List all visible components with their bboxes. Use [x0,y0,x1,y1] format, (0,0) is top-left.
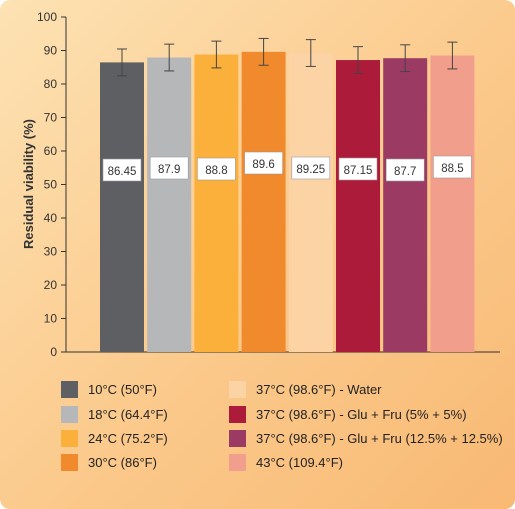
bar [430,55,475,353]
y-tick-label: 30 [44,245,58,259]
data-label: 87.9 [158,164,180,176]
data-label-box [338,157,378,181]
error-bars [117,37,458,77]
data-label: 87.7 [394,166,416,178]
data-label-box [102,158,142,182]
bar [100,62,144,353]
data-label: 89.6 [252,159,274,171]
data-label-box [244,151,283,175]
bar [194,54,239,353]
bar [336,60,380,353]
bar [288,53,333,352]
data-labels: 86.45 87.9 88.8 89.6 89.25 87.15 87.7 88.5 [102,151,472,182]
data-label: 86.45 [108,166,137,178]
data-label-box [385,158,425,182]
data-label: 89.25 [296,164,325,176]
data-label-box [197,157,236,181]
y-tick-label: 100 [37,10,57,24]
data-label: 88.5 [441,163,463,175]
y-tick-label: 90 [44,44,58,58]
data-label-box [149,156,189,180]
bar [383,58,428,353]
y-tick-label: 50 [44,178,58,192]
data-label-box [291,156,331,180]
data-label: 88.8 [205,165,227,177]
y-tick-label: 0 [50,345,57,359]
y-tick-label: 80 [44,77,58,91]
data-label: 87.15 [344,165,373,177]
bar [241,51,286,353]
y-axis: 0 10 20 30 40 50 60 70 80 90 100 [37,10,500,359]
y-tick-label: 60 [44,144,58,158]
y-axis-label: Residual viability (%) [21,119,36,249]
data-label-box [433,155,472,179]
y-tick-label: 70 [44,111,58,125]
y-tick-label: 40 [44,211,58,225]
y-tick-label: 20 [44,278,58,292]
bar [147,57,192,352]
y-tick-label: 10 [44,312,58,326]
bars [100,51,475,353]
